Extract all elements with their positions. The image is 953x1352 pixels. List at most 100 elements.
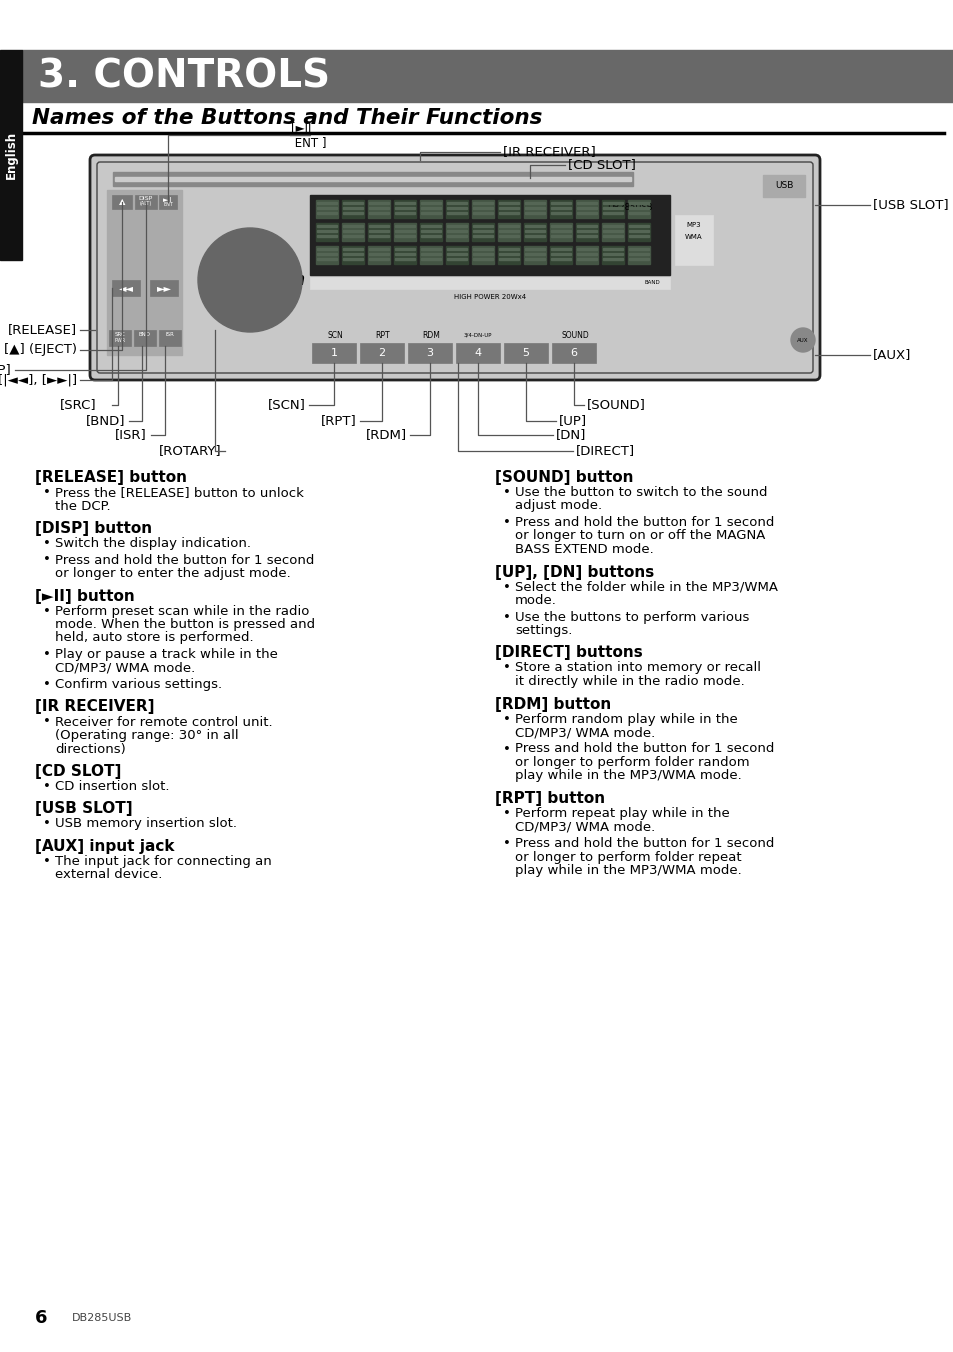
Circle shape <box>207 237 293 323</box>
Text: clarion: clarion <box>241 270 305 289</box>
Text: Press the [RELEASE] button to unlock: Press the [RELEASE] button to unlock <box>55 485 304 499</box>
Text: [SRC]: [SRC] <box>60 399 97 411</box>
Text: CD/MP3/ WMA mode.: CD/MP3/ WMA mode. <box>515 821 655 833</box>
Text: 6: 6 <box>570 347 577 358</box>
Text: [RPT]: [RPT] <box>321 415 356 427</box>
Text: [|◄◄], [►►|]: [|◄◄], [►►|] <box>0 373 77 387</box>
Text: [RDM] button: [RDM] button <box>495 696 611 711</box>
Bar <box>115 177 630 181</box>
Text: Perform random play while in the: Perform random play while in the <box>515 713 737 726</box>
Bar <box>576 246 598 264</box>
Bar <box>408 343 452 362</box>
Text: Names of the Buttons and Their Functions: Names of the Buttons and Their Functions <box>32 108 542 128</box>
Text: [ROTARY]: [ROTARY] <box>159 445 222 457</box>
Bar <box>551 201 571 204</box>
Bar <box>472 200 494 218</box>
Bar <box>135 195 157 210</box>
Bar <box>395 212 415 214</box>
Bar <box>310 195 669 274</box>
Text: [RPT] button: [RPT] button <box>495 791 604 806</box>
Bar <box>524 247 544 250</box>
Text: mode.: mode. <box>515 594 557 607</box>
Text: [SCN]: [SCN] <box>268 399 306 411</box>
Text: [SOUND] button: [SOUND] button <box>495 470 633 485</box>
Bar <box>601 200 623 218</box>
Bar <box>420 224 440 227</box>
Text: [►II] button: [►II] button <box>35 588 134 603</box>
Bar <box>22 50 953 101</box>
Bar <box>316 258 336 260</box>
Text: CD/MP3/ WMA mode.: CD/MP3/ WMA mode. <box>55 661 195 675</box>
Bar <box>447 212 467 214</box>
Bar <box>395 207 415 210</box>
Bar <box>394 223 416 241</box>
Bar <box>473 253 493 256</box>
Bar <box>368 223 390 241</box>
Bar <box>524 253 544 256</box>
Bar <box>446 223 468 241</box>
Bar <box>395 235 415 237</box>
Bar <box>473 224 493 227</box>
Bar <box>628 224 648 227</box>
Bar <box>602 212 622 214</box>
Text: •: • <box>502 837 511 850</box>
Text: •: • <box>43 715 51 729</box>
Bar <box>368 200 390 218</box>
Text: WMA: WMA <box>684 234 702 241</box>
Bar <box>523 246 545 264</box>
Bar <box>473 258 493 260</box>
Bar <box>420 258 440 260</box>
Text: AUX: AUX <box>797 338 808 342</box>
Text: play while in the MP3/WMA mode.: play while in the MP3/WMA mode. <box>515 769 741 783</box>
Text: •: • <box>502 516 511 529</box>
Bar <box>446 246 468 264</box>
Bar <box>343 253 363 256</box>
Text: RDM: RDM <box>421 330 439 339</box>
Bar <box>473 212 493 214</box>
Bar <box>420 247 440 250</box>
Bar <box>473 247 493 250</box>
Bar <box>420 253 440 256</box>
Text: Perform preset scan while in the radio: Perform preset scan while in the radio <box>55 604 309 618</box>
Bar <box>395 253 415 256</box>
Text: 3. CONTROLS: 3. CONTROLS <box>38 57 330 95</box>
Bar <box>551 247 571 250</box>
Text: •: • <box>43 780 51 794</box>
Bar <box>369 230 389 233</box>
Bar <box>316 247 336 250</box>
Bar <box>577 212 597 214</box>
Text: [AUX] input jack: [AUX] input jack <box>35 840 174 854</box>
Bar <box>524 212 544 214</box>
Text: directions): directions) <box>55 742 126 756</box>
Bar <box>675 215 712 265</box>
Text: Switch the display indication.: Switch the display indication. <box>55 537 251 550</box>
Bar <box>551 224 571 227</box>
Bar <box>343 230 363 233</box>
Bar <box>395 230 415 233</box>
Bar <box>395 258 415 260</box>
Bar <box>602 201 622 204</box>
Text: or longer to enter the adjust mode.: or longer to enter the adjust mode. <box>55 566 291 580</box>
Bar <box>107 191 182 356</box>
Text: BAND: BAND <box>643 280 659 285</box>
FancyBboxPatch shape <box>90 155 820 380</box>
Text: •: • <box>43 648 51 661</box>
Bar <box>552 343 596 362</box>
Text: 3: 3 <box>426 347 433 358</box>
Bar <box>628 212 648 214</box>
Bar <box>150 280 178 296</box>
Bar <box>503 343 547 362</box>
Bar <box>369 224 389 227</box>
Text: 6: 6 <box>35 1309 48 1328</box>
Text: [UP]: [UP] <box>558 415 586 427</box>
Bar <box>447 224 467 227</box>
Bar <box>369 201 389 204</box>
Bar <box>601 246 623 264</box>
Text: [USB SLOT]: [USB SLOT] <box>872 199 947 211</box>
Bar <box>497 246 519 264</box>
Text: SCN: SCN <box>327 330 342 339</box>
Bar <box>316 207 336 210</box>
Bar <box>315 246 337 264</box>
Text: external device.: external device. <box>55 868 162 882</box>
Bar <box>369 247 389 250</box>
